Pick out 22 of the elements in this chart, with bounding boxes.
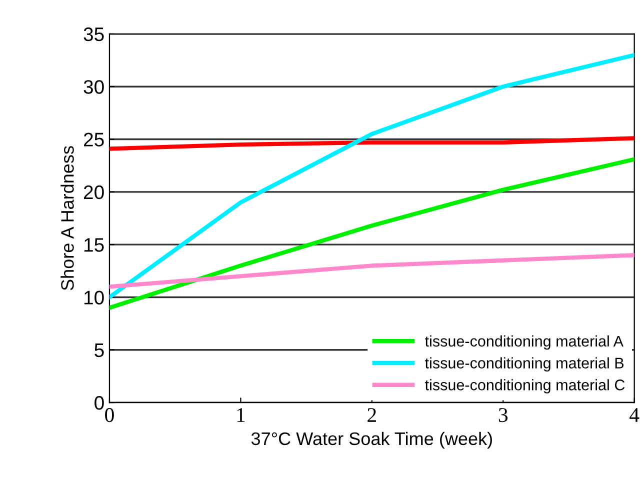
line-series xyxy=(109,52,634,300)
y-tick-label: 5 xyxy=(94,344,104,358)
legend-label: tissue-conditioning material B xyxy=(425,357,624,372)
y-tick-label: 30 xyxy=(84,80,104,94)
line-series xyxy=(109,136,634,151)
x-axis-title: 37°C Water Soak Time (week) xyxy=(251,432,492,449)
legend-label: tissue-conditioning material C xyxy=(425,379,625,394)
y-tick-label: 35 xyxy=(84,27,104,42)
x-tick-label: 0 xyxy=(105,408,114,422)
y-tick-label: 15 xyxy=(84,238,104,252)
y-tick-label: 10 xyxy=(84,290,104,304)
y-tick-label: 20 xyxy=(84,185,104,200)
x-tick-label: 3 xyxy=(498,408,508,422)
y-tick-label: 0 xyxy=(94,396,104,410)
line-series xyxy=(109,253,634,289)
y-axis-title: Shore A Hardness xyxy=(60,146,74,290)
legend-label: tissue-conditioning material A xyxy=(425,335,624,350)
x-tick-label: 4 xyxy=(630,408,640,422)
line-series xyxy=(109,157,634,310)
x-tick-label: 1 xyxy=(237,408,245,422)
x-tick-label: 2 xyxy=(368,408,376,422)
y-tick-label: 25 xyxy=(84,132,104,146)
